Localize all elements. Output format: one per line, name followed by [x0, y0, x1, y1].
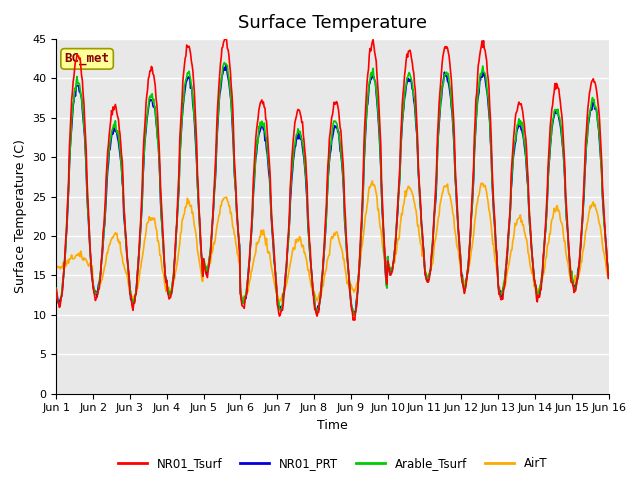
Y-axis label: Surface Temperature (C): Surface Temperature (C) [14, 139, 27, 293]
Legend: NR01_Tsurf, NR01_PRT, Arable_Tsurf, AirT: NR01_Tsurf, NR01_PRT, Arable_Tsurf, AirT [113, 453, 552, 475]
Text: BC_met: BC_met [65, 52, 109, 65]
Title: Surface Temperature: Surface Temperature [238, 14, 427, 32]
X-axis label: Time: Time [317, 419, 348, 432]
